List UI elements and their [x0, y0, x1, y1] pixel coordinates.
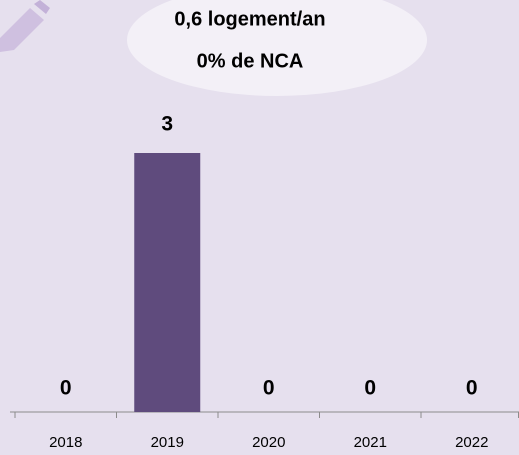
value-label: 3 — [161, 113, 173, 136]
value-label: 0 — [263, 377, 275, 400]
x-tick-label: 2022 — [455, 434, 488, 451]
annotation: 0% de NCA — [197, 50, 304, 72]
x-tick-label: 2018 — [49, 434, 82, 451]
annotation: 0,6 logement/an — [174, 8, 325, 30]
value-label: 0 — [60, 377, 72, 400]
value-label: 0 — [466, 377, 478, 400]
x-tick-label: 2020 — [252, 434, 285, 451]
x-tick-label: 2021 — [354, 434, 387, 451]
annotation-bubble — [127, 0, 427, 96]
pencil-icon — [0, 0, 50, 52]
x-tick-label: 2019 — [151, 434, 184, 451]
value-label: 0 — [364, 377, 376, 400]
bar — [134, 153, 201, 412]
